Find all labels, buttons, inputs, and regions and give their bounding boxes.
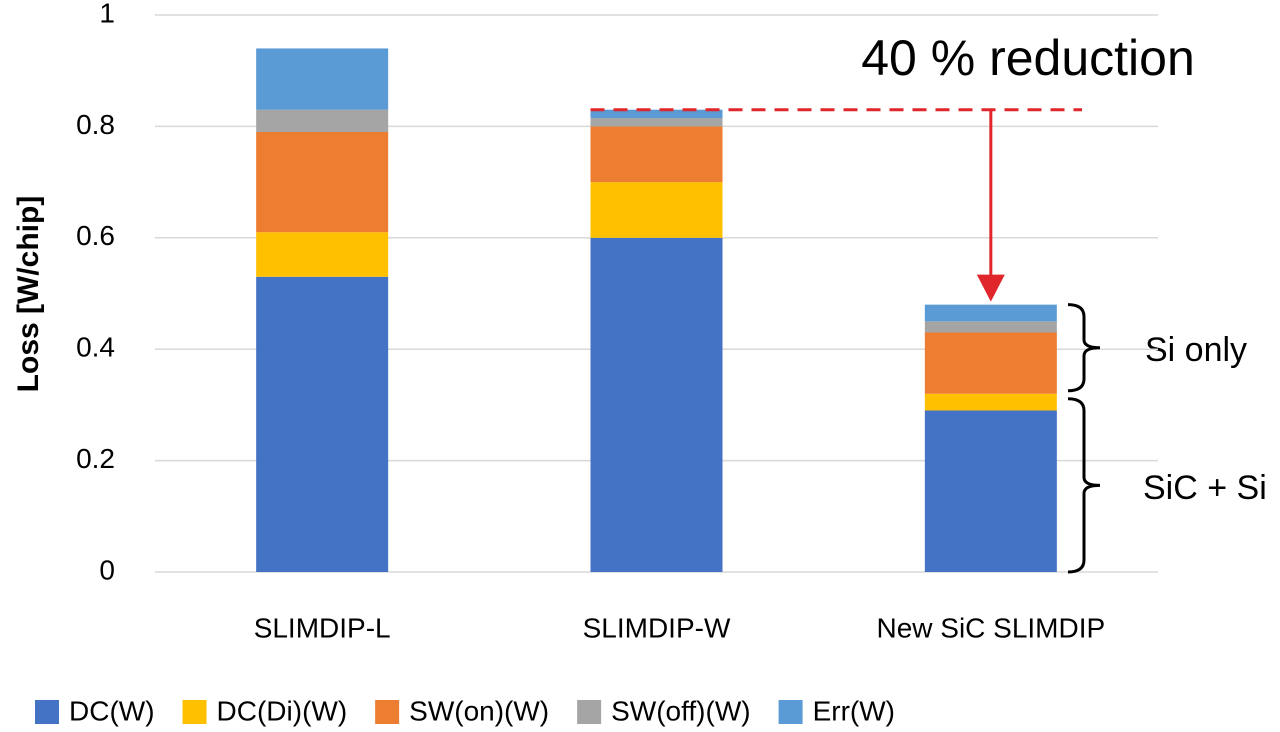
bar-segment [924, 410, 1057, 572]
y-tick-label: 0.2 [76, 443, 115, 474]
bar-segment [924, 321, 1057, 333]
x-tick-label: SLIMDIP-L [254, 612, 391, 643]
y-tick-label: 0 [99, 554, 115, 585]
annotation: Si only [1145, 331, 1247, 369]
brace [1067, 303, 1101, 393]
y-axis-label: Loss [W/chip] [12, 196, 45, 393]
bar-segment [256, 232, 389, 277]
bar-segment [590, 126, 723, 183]
legend-swatch [778, 700, 803, 724]
bar-segment [924, 304, 1057, 322]
bar-segment [256, 276, 389, 572]
bar-segment [256, 131, 389, 233]
y-tick-label: 0.8 [76, 109, 115, 140]
x-tick-label: SLIMDIP-W [583, 612, 731, 643]
legend-swatch [375, 700, 400, 724]
brace [1067, 397, 1101, 574]
y-tick-label: 1 [99, 0, 115, 28]
bar-segment [924, 393, 1057, 411]
bar-segment [256, 109, 389, 132]
legend-label: SW(off)(W) [611, 695, 750, 726]
annotation: 40 % reduction [861, 30, 1195, 86]
bar-segment [590, 237, 723, 573]
bar-segment [590, 109, 723, 119]
y-tick-label: 0.6 [76, 220, 115, 251]
bar-segment [256, 48, 389, 110]
legend-swatch [182, 700, 207, 724]
legend-label: DC(Di)(W) [217, 695, 348, 726]
arrow-head [976, 274, 1005, 302]
x-tick-label: New SiC SLIMDIP [876, 612, 1105, 643]
legend-label: DC(W) [69, 695, 155, 726]
legend-swatch [577, 700, 602, 724]
bar-segment [590, 118, 723, 127]
bar-segment [924, 332, 1057, 394]
legend-label: Err(W) [813, 695, 895, 726]
y-tick-label: 0.4 [76, 332, 115, 363]
bar-segment [590, 182, 723, 238]
annotation: SiC + Si [1143, 469, 1267, 507]
legend-label: SW(on)(W) [409, 695, 549, 726]
legend-swatch [35, 700, 59, 724]
